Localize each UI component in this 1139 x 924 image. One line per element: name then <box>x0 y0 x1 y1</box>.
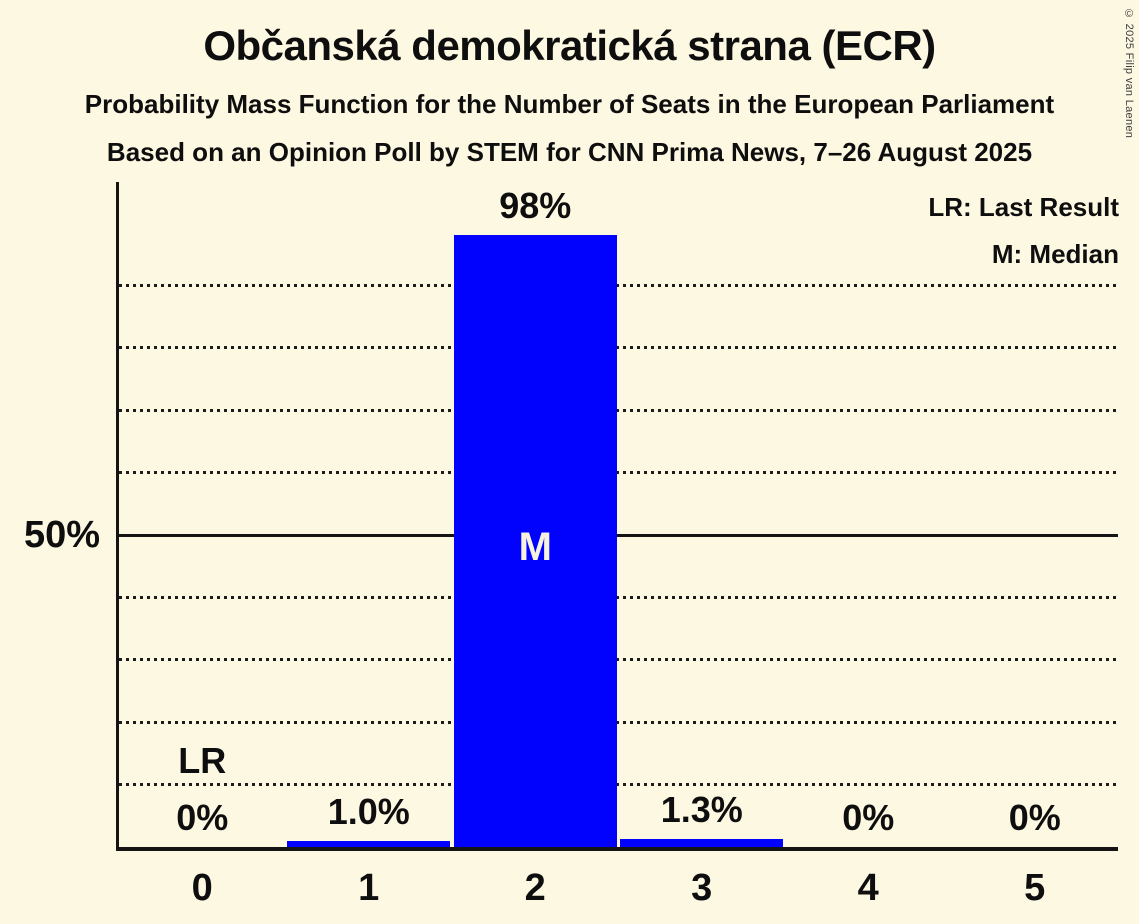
value-label-seats-0: 0% <box>176 797 229 838</box>
y-gridline-60 <box>119 471 1118 475</box>
x-axis-label-0: 0 <box>191 867 213 909</box>
y-axis-tick-50: 50% <box>23 514 100 556</box>
legend-median: M: Median <box>991 239 1119 269</box>
value-label-seats-2: 98% <box>499 185 572 227</box>
bar-seats-1 <box>287 840 451 847</box>
chart-subtitle: Probability Mass Function for the Number… <box>84 89 1055 119</box>
x-axis-label-4: 4 <box>857 867 879 909</box>
y-axis-line <box>116 182 119 851</box>
median-marker: M <box>518 525 552 569</box>
x-axis-label-2: 2 <box>524 867 546 909</box>
x-axis-line <box>116 847 1118 851</box>
y-gridline-90 <box>119 283 1118 287</box>
value-label-seats-3: 1.3% <box>660 788 743 830</box>
x-axis-label-1: 1 <box>358 867 380 909</box>
chart-title: Občanská demokratická strana (ECR) <box>203 22 936 69</box>
y-gridline-80 <box>119 346 1118 350</box>
y-gridline-40 <box>119 595 1118 599</box>
x-axis-label-5: 5 <box>1024 867 1046 909</box>
chart-source-line: Based on an Opinion Poll by STEM for CNN… <box>106 137 1033 167</box>
plot-area: 0% 1.0% 98% 1.3% 0% 0% LR M <box>116 182 1118 851</box>
value-label-seats-5: 0% <box>1008 797 1061 838</box>
y-gridline-50-solid <box>119 533 1118 537</box>
last-result-marker: LR <box>178 739 227 781</box>
bar-seats-2 <box>453 235 617 847</box>
copyright-text: © 2025 Filip van Laenen <box>1123 8 1135 139</box>
y-gridline-20 <box>119 720 1118 724</box>
value-label-seats-4: 0% <box>842 797 895 838</box>
value-label-seats-1: 1.0% <box>327 790 410 832</box>
chart-legend: LR: Last Result M: Median <box>928 184 1119 278</box>
y-gridline-30 <box>119 658 1118 662</box>
x-axis-label-3: 3 <box>691 867 713 909</box>
legend-last-result: LR: Last Result <box>928 192 1119 222</box>
y-gridline-70 <box>119 408 1118 412</box>
bar-seats-3 <box>620 838 784 847</box>
y-gridline-10 <box>119 783 1118 787</box>
